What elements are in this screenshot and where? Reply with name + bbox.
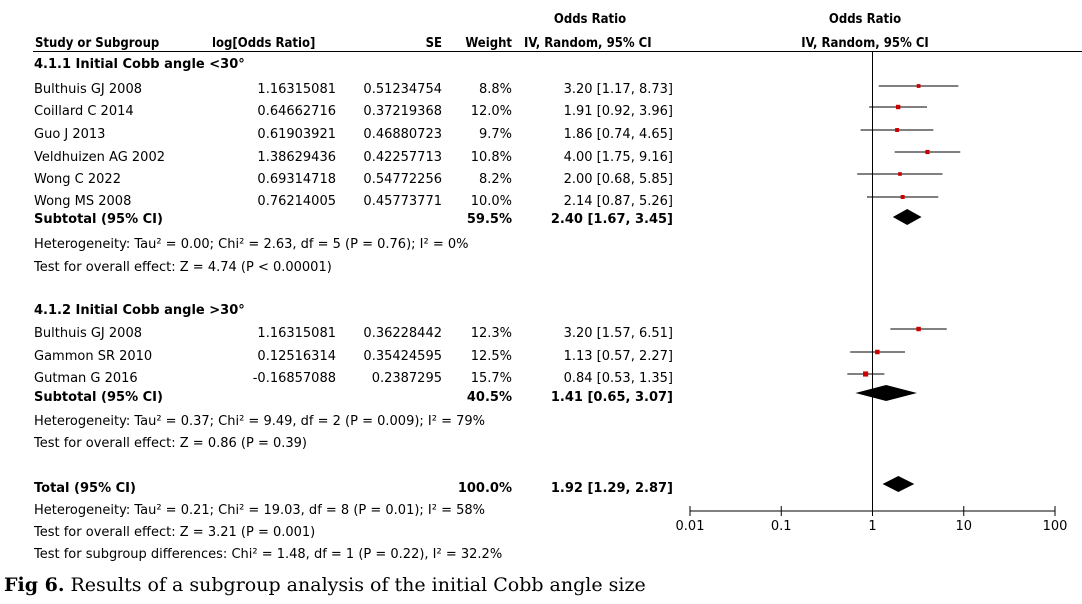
total-ci: 1.92 [1.29, 2.87] (550, 481, 673, 496)
log-or: 0.12516314 (257, 349, 336, 364)
point-estimate-square (895, 128, 900, 132)
or-ci-value: 1.86 [0.74, 4.65] (563, 127, 673, 142)
x-tick-label: 10 (955, 519, 972, 534)
or-ci-value: 2.00 [0.68, 5.85] (563, 172, 673, 187)
study-name: Wong MS 2008 (34, 194, 132, 209)
x-tick-label: 0.01 (676, 519, 705, 534)
header-rule (33, 51, 1082, 52)
or-ci-value: 1.91 [0.92, 3.96] (563, 104, 673, 119)
weight-value: 12.3% (470, 326, 512, 341)
col-study-header: Study or Subgroup (35, 36, 160, 51)
weight-value: 8.2% (478, 172, 512, 187)
x-tick-label: 0.1 (771, 519, 792, 534)
x-tick-label: 100 (1043, 519, 1068, 534)
log-or: 0.61903921 (257, 127, 336, 142)
total-heterogeneity-text: Heterogeneity: Tau² = 0.21; Chi² = 19.03… (34, 503, 486, 518)
x-tick-label: 1 (868, 519, 876, 534)
heterogeneity-text: Heterogeneity: Tau² = 0.37; Chi² = 9.49,… (34, 414, 486, 429)
point-estimate-square (898, 172, 902, 176)
point-estimate-square (925, 149, 930, 155)
subtotal-weight: 59.5% (466, 212, 512, 227)
subtotal-diamond (855, 385, 917, 401)
study-name: Wong C 2022 (34, 172, 121, 187)
weight-value: 10.0% (470, 194, 512, 209)
col-ci-header: IV, Random, 95% CI (524, 36, 652, 51)
point-estimate-square (916, 326, 921, 332)
or-ci-value: 3.20 [1.17, 8.73] (563, 82, 673, 97)
study-name: Guo J 2013 (34, 127, 106, 142)
col-se-header: SE (425, 36, 442, 51)
weight-value: 12.5% (470, 349, 512, 364)
caption-text: Results of a subgroup analysis of the in… (64, 574, 646, 596)
point-estimate-square (895, 104, 901, 110)
subgroup-difference-text: Test for subgroup differences: Chi² = 1.… (34, 547, 503, 562)
total-diamond (882, 476, 915, 492)
or-ci-value: 1.13 [0.57, 2.27] (563, 349, 673, 364)
or-ci-value: 0.84 [0.53, 1.35] (563, 371, 673, 386)
subtotal-label: Subtotal (95% CI) (34, 212, 163, 227)
se-value: 0.42257713 (363, 150, 442, 165)
log-or: 1.16315081 (257, 82, 336, 97)
caption-figure-number: Fig 6. (4, 574, 65, 596)
forest-table: Odds Ratio Odds Ratio Study or Subgroup … (34, 12, 929, 562)
heterogeneity-text: Heterogeneity: Tau² = 0.00; Chi² = 2.63,… (34, 237, 469, 252)
se-value: 0.37219368 (363, 104, 442, 119)
study-name: Gutman G 2016 (34, 371, 138, 386)
study-name: Coillard C 2014 (34, 104, 134, 119)
se-value: 0.36228442 (363, 326, 442, 341)
log-or: 0.69314718 (257, 172, 336, 187)
group2-title: 4.1.2 Initial Cobb angle >30° (34, 303, 245, 318)
subtotal-weight: 40.5% (466, 390, 512, 405)
study-name: Bulthuis GJ 2008 (34, 326, 142, 341)
weight-value: 9.7% (478, 127, 512, 142)
log-or: 1.38629436 (257, 150, 336, 165)
point-estimate-square (863, 371, 869, 377)
point-estimate-square (875, 349, 880, 355)
overall-effect-text: Test for overall effect: Z = 4.74 (P < 0… (34, 260, 332, 275)
point-estimate-square (916, 84, 921, 88)
col-ci-plot-header: IV, Random, 95% CI (801, 36, 929, 51)
subtotal-ci: 2.40 [1.67, 3.45] (550, 212, 673, 227)
point-estimate-square (900, 195, 905, 199)
weight-value: 10.8% (470, 150, 512, 165)
log-or: 1.16315081 (257, 326, 336, 341)
total-label: Total (95% CI) (34, 481, 136, 496)
study-name: Gammon SR 2010 (34, 349, 153, 364)
subtotal-label: Subtotal (95% CI) (34, 390, 163, 405)
subtotal-diamond (892, 209, 922, 225)
log-or: -0.16857088 (252, 371, 336, 386)
or-ci-value: 3.20 [1.57, 6.51] (563, 326, 673, 341)
overall-effect-text: Test for overall effect: Z = 0.86 (P = 0… (34, 436, 307, 451)
total-overall-effect-text: Test for overall effect: Z = 3.21 (P = 0… (34, 525, 316, 540)
col-weight-header: Weight (465, 36, 512, 51)
weight-value: 8.8% (478, 82, 512, 97)
log-or: 0.76214005 (257, 194, 336, 209)
forest-plot: 0.01 0.1 1 10 100 (676, 52, 1068, 534)
or-header-right: Odds Ratio (828, 12, 902, 27)
group1-title: 4.1.1 Initial Cobb angle <30° (34, 57, 245, 72)
study-name: Veldhuizen AG 2002 (34, 150, 165, 165)
study-name: Bulthuis GJ 2008 (34, 82, 142, 97)
or-ci-value: 4.00 [1.75, 9.16] (563, 150, 673, 165)
se-value: 0.45773771 (363, 194, 442, 209)
or-ci-value: 2.14 [0.87, 5.26] (563, 194, 673, 209)
or-header-left: Odds Ratio (553, 12, 627, 27)
se-value: 0.54772256 (363, 172, 442, 187)
log-or: 0.64662716 (257, 104, 336, 119)
weight-value: 15.7% (470, 371, 512, 386)
weight-value: 12.0% (470, 104, 512, 119)
se-value: 0.35424595 (363, 349, 442, 364)
subtotal-ci: 1.41 [0.65, 3.07] (550, 390, 673, 405)
se-value: 0.2387295 (371, 371, 442, 386)
col-logor-header: log[Odds Ratio] (212, 36, 316, 51)
se-value: 0.46880723 (363, 127, 442, 142)
total-weight: 100.0% (457, 481, 512, 496)
figure-caption: Fig 6. Results of a subgroup analysis of… (4, 574, 646, 596)
se-value: 0.51234754 (363, 82, 442, 97)
